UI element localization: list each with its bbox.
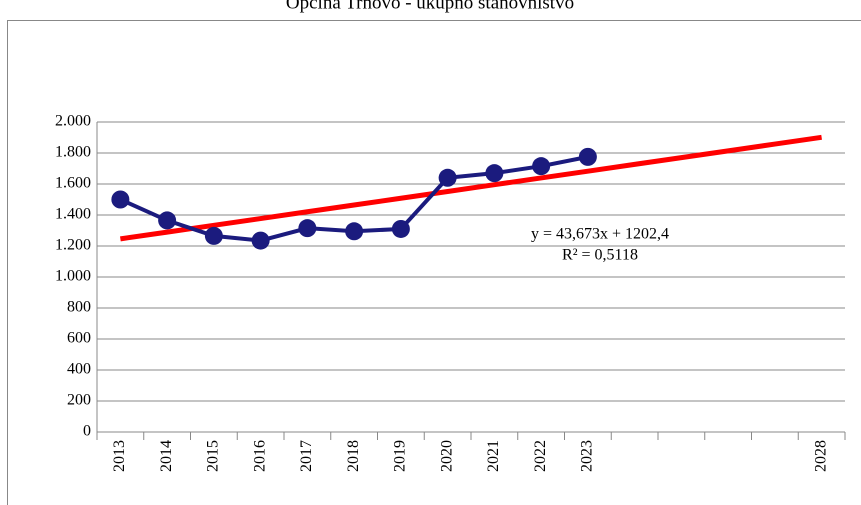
trend-r2: R² = 0,5118 xyxy=(562,247,638,264)
x-tick-label: 2014 xyxy=(158,440,175,472)
marker xyxy=(532,157,551,176)
x-tick-label: 2022 xyxy=(532,440,549,472)
chart-frame xyxy=(7,20,861,505)
x-tick-label: 2018 xyxy=(345,440,362,472)
x-tick-label: 2028 xyxy=(812,440,829,472)
chart-title: Općina Trnovo - ukupno stanovništvo xyxy=(286,0,574,13)
marker xyxy=(438,168,457,187)
x-tick-label: 2021 xyxy=(485,440,502,472)
y-tick-label: 800 xyxy=(67,299,91,316)
marker xyxy=(485,164,504,183)
y-tick-label: 1.800 xyxy=(55,144,91,161)
x-tick-label: 2016 xyxy=(251,440,268,472)
y-tick-label: 600 xyxy=(67,330,91,347)
marker xyxy=(204,226,223,245)
x-tick-label: 2023 xyxy=(579,440,596,472)
y-tick-label: 1.600 xyxy=(55,175,91,192)
marker xyxy=(391,219,410,238)
x-tick-label: 2015 xyxy=(205,440,222,472)
marker xyxy=(251,231,270,250)
y-tick-label: 400 xyxy=(67,361,91,378)
x-tick-label: 2019 xyxy=(392,440,409,472)
marker xyxy=(158,211,177,230)
marker xyxy=(298,219,317,238)
x-tick-label: 2020 xyxy=(438,440,455,472)
y-tick-label: 2.000 xyxy=(55,113,91,130)
trend-equation: y = 43,673x + 1202,4 xyxy=(531,226,669,243)
marker xyxy=(111,190,130,209)
y-tick-label: 0 xyxy=(83,423,91,440)
marker xyxy=(578,147,597,166)
y-tick-label: 1.000 xyxy=(55,268,91,285)
y-tick-label: 1.400 xyxy=(55,206,91,223)
trend-line xyxy=(120,134,822,242)
marker xyxy=(345,222,364,241)
x-tick-label: 2013 xyxy=(111,440,128,472)
x-tick-label: 2017 xyxy=(298,440,315,472)
y-tick-label: 1.200 xyxy=(55,237,91,254)
y-tick-label: 200 xyxy=(67,392,91,409)
